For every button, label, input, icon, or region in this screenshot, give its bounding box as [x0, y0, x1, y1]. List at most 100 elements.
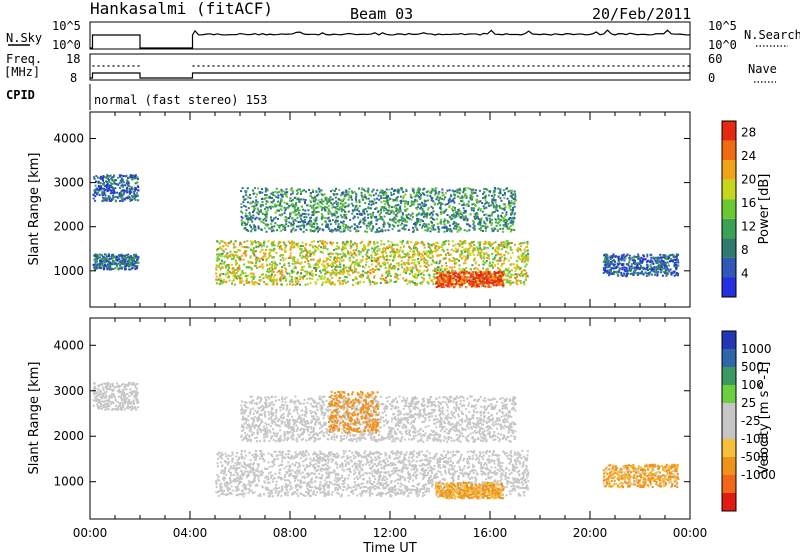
- echo-pixel: [423, 259, 426, 262]
- echo-pixel: [339, 283, 342, 286]
- echo-pixel: [466, 254, 469, 257]
- echo-pixel: [490, 278, 493, 281]
- echo-pixel: [327, 207, 330, 210]
- echo-pixel: [265, 259, 268, 262]
- echo-pixel: [134, 182, 137, 185]
- echo-pixel: [293, 244, 296, 247]
- echo-pixel: [399, 273, 402, 276]
- echo-pixel: [398, 253, 401, 256]
- echo-pixel: [439, 201, 442, 204]
- echo-pixel: [242, 272, 245, 275]
- echo-pixel: [311, 189, 314, 192]
- echo-pixel: [323, 264, 326, 267]
- echo-pixel: [485, 213, 488, 216]
- echo-pixel: [380, 265, 383, 268]
- echo-pixel: [276, 271, 279, 274]
- echo-pixel: [410, 214, 413, 217]
- echo-pixel: [128, 265, 131, 268]
- echo-pixel: [321, 223, 324, 226]
- echo-pixel: [270, 230, 273, 233]
- echo-pixel: [249, 256, 252, 259]
- echo-pixel: [126, 197, 129, 200]
- echo-pixel: [412, 188, 415, 191]
- echo-pixel: [384, 250, 387, 252]
- echo-pixel: [428, 243, 431, 246]
- echo-pixel: [280, 198, 283, 201]
- echo-pixel: [300, 205, 303, 208]
- echo-pixel: [127, 256, 130, 259]
- echo-pixel: [135, 188, 138, 191]
- echo-pixel: [369, 240, 372, 243]
- echo-pixel: [112, 268, 115, 271]
- echo-pixel: [416, 206, 419, 209]
- echo-pixel: [122, 258, 125, 261]
- echo-pixel: [516, 260, 519, 263]
- echo-pixel: [218, 253, 221, 256]
- echo-pixel: [471, 282, 474, 285]
- echo-pixel: [289, 213, 292, 216]
- echo-pixel: [511, 196, 514, 199]
- echo-pixel: [475, 246, 478, 249]
- echo-pixel: [426, 260, 429, 263]
- echo-pixel: [506, 227, 509, 230]
- echo-pixel: [345, 243, 348, 246]
- echo-pixel: [266, 225, 269, 228]
- echo-pixel: [358, 223, 361, 225]
- echo-pixel: [402, 213, 404, 216]
- echo-pixel: [460, 211, 463, 214]
- echo-pixel: [95, 180, 97, 183]
- echo-pixel: [412, 255, 415, 257]
- echo-pixel: [371, 251, 374, 254]
- echo-pixel: [455, 214, 458, 217]
- echo-pixel: [364, 202, 367, 204]
- echo-pixel: [319, 250, 322, 253]
- echo-pixel: [503, 208, 506, 211]
- echo-pixel: [489, 220, 492, 222]
- echo-pixel: [120, 194, 123, 197]
- echo-pixel: [343, 216, 346, 219]
- echo-pixel: [344, 201, 347, 204]
- echo-pixel: [121, 195, 124, 198]
- echo-pixel: [484, 242, 487, 245]
- echo-pixel: [620, 272, 623, 275]
- echo-pixel: [460, 279, 462, 282]
- echo-pixel: [245, 217, 248, 220]
- echo-pixel: [459, 272, 462, 275]
- echo-pixel: [474, 280, 477, 283]
- echo-pixel: [109, 174, 112, 177]
- echo-pixel: [505, 269, 508, 272]
- echo-pixel: [403, 262, 405, 265]
- echo-pixel: [487, 281, 490, 284]
- echo-pixel: [241, 269, 244, 272]
- echo-pixel: [343, 206, 346, 209]
- echo-pixel: [414, 273, 417, 276]
- echo-pixel: [117, 183, 120, 186]
- echo-pixel: [450, 248, 453, 251]
- echo-pixel: [313, 195, 316, 198]
- echo-pixel: [399, 195, 402, 198]
- echo-pixel: [383, 256, 386, 259]
- echo-pixel: [398, 255, 401, 258]
- echo-pixel: [335, 274, 338, 277]
- echo-pixel: [523, 255, 526, 258]
- echo-pixel: [284, 209, 287, 212]
- echo-pixel: [468, 283, 471, 286]
- echo-pixel: [243, 204, 246, 207]
- echo-pixel: [448, 273, 451, 275]
- echo-pixel: [128, 188, 131, 191]
- echo-pixel: [487, 247, 489, 250]
- echo-pixel: [424, 224, 427, 227]
- echo-pixel: [271, 278, 274, 281]
- echo-pixel: [118, 182, 121, 185]
- echo-pixel: [330, 262, 333, 265]
- echo-pixel: [367, 244, 370, 247]
- echo-pixel: [305, 228, 308, 231]
- echo-pixel: [365, 210, 368, 213]
- echo-pixel: [435, 218, 438, 221]
- echo-pixel: [284, 270, 287, 273]
- echo-pixel: [500, 283, 503, 286]
- echo-pixel: [444, 279, 447, 282]
- echo-pixel: [313, 218, 316, 221]
- echo-pixel: [373, 248, 376, 251]
- echo-pixel: [221, 262, 224, 265]
